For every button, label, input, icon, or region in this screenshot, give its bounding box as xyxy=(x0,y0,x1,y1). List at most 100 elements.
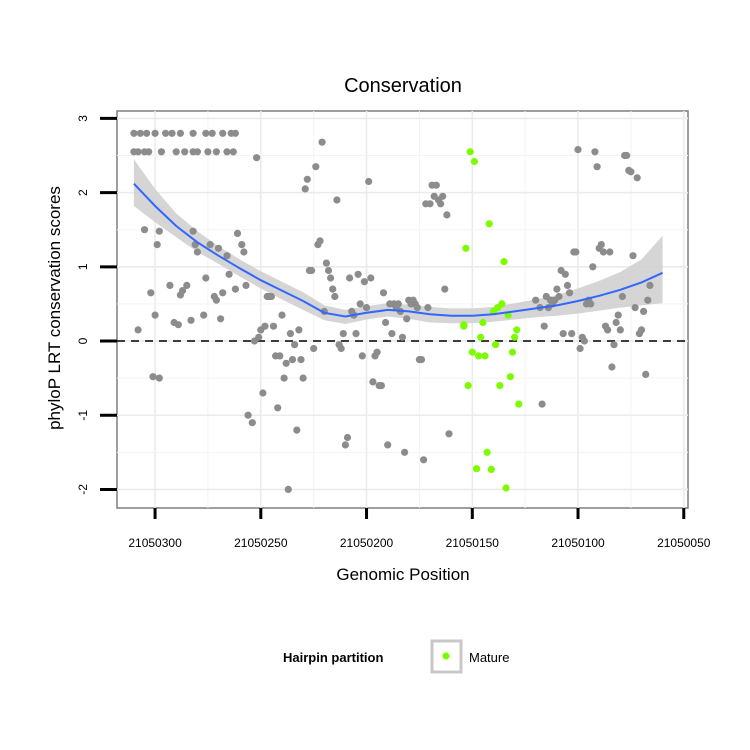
point-other-131 xyxy=(398,333,407,341)
point-other-40 xyxy=(187,316,195,324)
point-other-193 xyxy=(616,326,624,334)
point-mature-3 xyxy=(464,382,472,390)
point-other-198 xyxy=(627,168,635,176)
point-other-9 xyxy=(208,129,216,137)
axes-layer: 21050300 21050250 21050200 21050150 21050100… xyxy=(76,115,711,550)
point-other-122 xyxy=(379,289,388,297)
point-other-36 xyxy=(174,321,182,329)
point-other-3 xyxy=(151,129,159,137)
point-other-176 xyxy=(580,337,589,345)
point-other-29 xyxy=(151,311,159,319)
point-other-53 xyxy=(225,270,233,278)
point-other-77 xyxy=(284,485,292,493)
point-mature-9 xyxy=(477,333,485,341)
point-other-152 xyxy=(443,211,451,219)
y-tick-label-2: 0 xyxy=(76,337,90,344)
point-other-205 xyxy=(642,370,650,378)
point-other-140 xyxy=(417,356,426,364)
point-mature-6 xyxy=(470,157,478,166)
point-other-105 xyxy=(343,433,352,442)
point-mature-21 xyxy=(502,484,510,492)
point-other-84 xyxy=(299,374,307,382)
point-other-62 xyxy=(253,154,261,162)
point-other-74 xyxy=(278,311,286,319)
point-other-93 xyxy=(318,138,326,146)
x-tick-label-0: 21050300 xyxy=(128,536,182,550)
point-other-28 xyxy=(147,289,155,297)
point-other-124 xyxy=(384,441,392,449)
point-other-109 xyxy=(352,330,360,338)
point-other-166 xyxy=(559,330,567,338)
y-tick-label-4: 2 xyxy=(76,189,90,196)
smooth-line xyxy=(133,183,664,318)
point-other-92 xyxy=(316,237,324,245)
point-other-181 xyxy=(591,148,599,156)
point-mature-24 xyxy=(508,348,517,356)
point-other-112 xyxy=(358,352,366,360)
point-other-200 xyxy=(631,304,639,312)
point-other-204 xyxy=(640,307,648,315)
point-other-121 xyxy=(377,382,385,390)
point-other-184 xyxy=(597,241,605,249)
point-mature-18 xyxy=(496,382,504,390)
point-other-56 xyxy=(238,241,246,249)
y-tick-label-3: 1 xyxy=(76,263,90,270)
point-other-50 xyxy=(217,315,225,323)
point-other-173 xyxy=(574,146,582,154)
point-other-100 xyxy=(333,196,341,204)
point-other-151 xyxy=(441,285,449,293)
point-other-26 xyxy=(134,326,142,334)
point-other-179 xyxy=(587,300,595,308)
point-other-86 xyxy=(303,175,311,183)
point-other-102 xyxy=(337,344,345,353)
point-other-43 xyxy=(193,248,201,256)
point-other-10 xyxy=(219,129,227,137)
point-other-190 xyxy=(610,341,618,349)
point-other-116 xyxy=(367,274,375,282)
point-other-34 xyxy=(166,281,174,289)
point-other-81 xyxy=(293,426,301,434)
point-mature-20 xyxy=(500,258,508,266)
point-mature-7 xyxy=(472,465,481,473)
point-other-1 xyxy=(136,129,144,137)
point-other-103 xyxy=(339,330,347,338)
point-other-188 xyxy=(606,248,614,256)
legend-title: Hairpin partition xyxy=(283,650,383,665)
point-other-111 xyxy=(356,300,364,308)
point-other-167 xyxy=(561,270,569,278)
point-mature-23 xyxy=(506,373,514,381)
chart-title: Conservation xyxy=(344,75,462,97)
point-mature-26 xyxy=(513,326,521,334)
point-other-57 xyxy=(240,248,248,256)
point-other-32 xyxy=(149,373,157,381)
point-other-194 xyxy=(618,292,627,301)
point-other-8 xyxy=(202,129,210,137)
point-other-170 xyxy=(568,330,576,338)
point-other-33 xyxy=(155,374,163,382)
point-other-113 xyxy=(360,278,368,286)
point-mature-11 xyxy=(481,352,489,360)
point-other-144 xyxy=(426,200,434,208)
x-tick-label-5: 21050050 xyxy=(657,536,711,550)
point-other-14 xyxy=(134,148,142,156)
x-tick-label-1: 21050250 xyxy=(234,536,288,550)
point-other-78 xyxy=(286,330,294,338)
point-other-191 xyxy=(612,318,620,327)
point-other-18 xyxy=(172,148,180,156)
point-other-117 xyxy=(369,378,377,386)
x-axis-label: Genomic Position xyxy=(336,565,469,584)
point-other-6 xyxy=(176,129,184,137)
point-other-38 xyxy=(179,287,187,295)
point-mature-1 xyxy=(460,321,468,329)
point-other-73 xyxy=(276,352,284,360)
point-other-23 xyxy=(212,148,220,156)
point-other-168 xyxy=(563,281,572,289)
legend-mature-label: Mature xyxy=(469,650,509,665)
point-other-24 xyxy=(223,148,231,156)
point-other-79 xyxy=(288,356,297,364)
point-other-206 xyxy=(644,296,652,304)
point-other-141 xyxy=(420,456,428,464)
point-other-164 xyxy=(555,292,563,301)
point-mature-16 xyxy=(492,341,500,349)
